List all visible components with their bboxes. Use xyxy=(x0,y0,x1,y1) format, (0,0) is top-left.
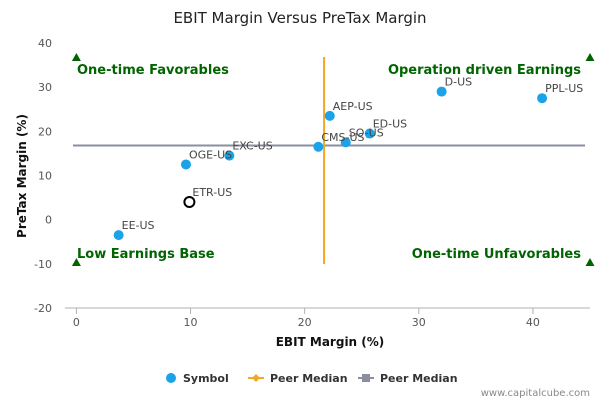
peer-median-lines xyxy=(73,57,585,264)
legend: Symbol Peer Median Peer Median xyxy=(166,372,458,385)
data-label: PPL-US xyxy=(545,82,583,95)
quadrant-marker-bottom-right xyxy=(585,258,595,266)
data-label: CMS-US xyxy=(321,131,364,144)
quadrant-label-bottom-right: One-time Unfavorables xyxy=(412,247,581,262)
credit-text[interactable]: www.capitalcube.com xyxy=(481,388,590,399)
x-tick-label: 20 xyxy=(298,316,312,329)
data-label: EE-US xyxy=(122,219,155,232)
quadrant-label-top-right: Operation driven Earnings xyxy=(388,63,581,78)
data-point[interactable] xyxy=(180,159,191,170)
data-label: SO-US xyxy=(349,126,384,139)
x-tick-label: 10 xyxy=(184,316,198,329)
data-point[interactable] xyxy=(313,141,324,152)
data-point[interactable] xyxy=(324,110,335,121)
quadrant-marker-bottom-left xyxy=(71,258,81,266)
y-axis: -20 -10 0 10 20 30 40 xyxy=(34,37,52,315)
data-label: EXC-US xyxy=(232,140,272,153)
legend-diamond-marker xyxy=(252,374,260,382)
x-axis-title: EBIT Margin (%) xyxy=(276,335,385,349)
data-point[interactable] xyxy=(113,230,124,241)
quadrant-markers: One-time Favorables Operation driven Earn… xyxy=(71,53,595,266)
y-axis-title: PreTax Margin (%) xyxy=(15,114,29,238)
legend-item[interactable]: Peer Median xyxy=(380,372,458,385)
legend-item[interactable]: Symbol xyxy=(183,372,229,385)
data-point[interactable] xyxy=(537,93,548,104)
y-tick-label: 0 xyxy=(45,214,52,227)
y-tick-label: 20 xyxy=(38,125,52,138)
data-label: ED-US xyxy=(373,118,407,131)
quadrant-label-bottom-left: Low Earnings Base xyxy=(77,247,215,262)
y-tick-label: -20 xyxy=(34,302,52,315)
x-axis: 0 10 20 30 40 xyxy=(73,308,540,329)
y-tick-label: 30 xyxy=(38,81,52,94)
legend-symbol-marker xyxy=(166,373,176,383)
data-point[interactable] xyxy=(436,86,447,97)
chart-title: EBIT Margin Versus PreTax Margin xyxy=(173,9,426,27)
quadrant-marker-top-left xyxy=(71,53,81,61)
y-tick-label: -10 xyxy=(34,258,52,271)
data-label: D-US xyxy=(445,76,472,89)
y-tick-label: 10 xyxy=(38,170,52,183)
data-point[interactable] xyxy=(224,150,235,161)
x-tick-label: 0 xyxy=(73,316,80,329)
data-label: ETR-US xyxy=(192,186,232,199)
quadrant-marker-top-right xyxy=(585,53,595,61)
data-label: AEP-US xyxy=(333,100,373,113)
legend-item[interactable]: Peer Median xyxy=(270,372,348,385)
data-point[interactable] xyxy=(183,196,196,208)
legend-square-marker xyxy=(362,374,370,382)
x-tick-label: 40 xyxy=(526,316,540,329)
data-point[interactable] xyxy=(340,137,351,148)
data-point[interactable] xyxy=(364,128,375,139)
y-tick-label: 40 xyxy=(38,37,52,50)
x-tick-label: 30 xyxy=(412,316,426,329)
quadrant-label-top-left: One-time Favorables xyxy=(77,63,229,78)
data-label: OGE-US xyxy=(189,148,232,161)
